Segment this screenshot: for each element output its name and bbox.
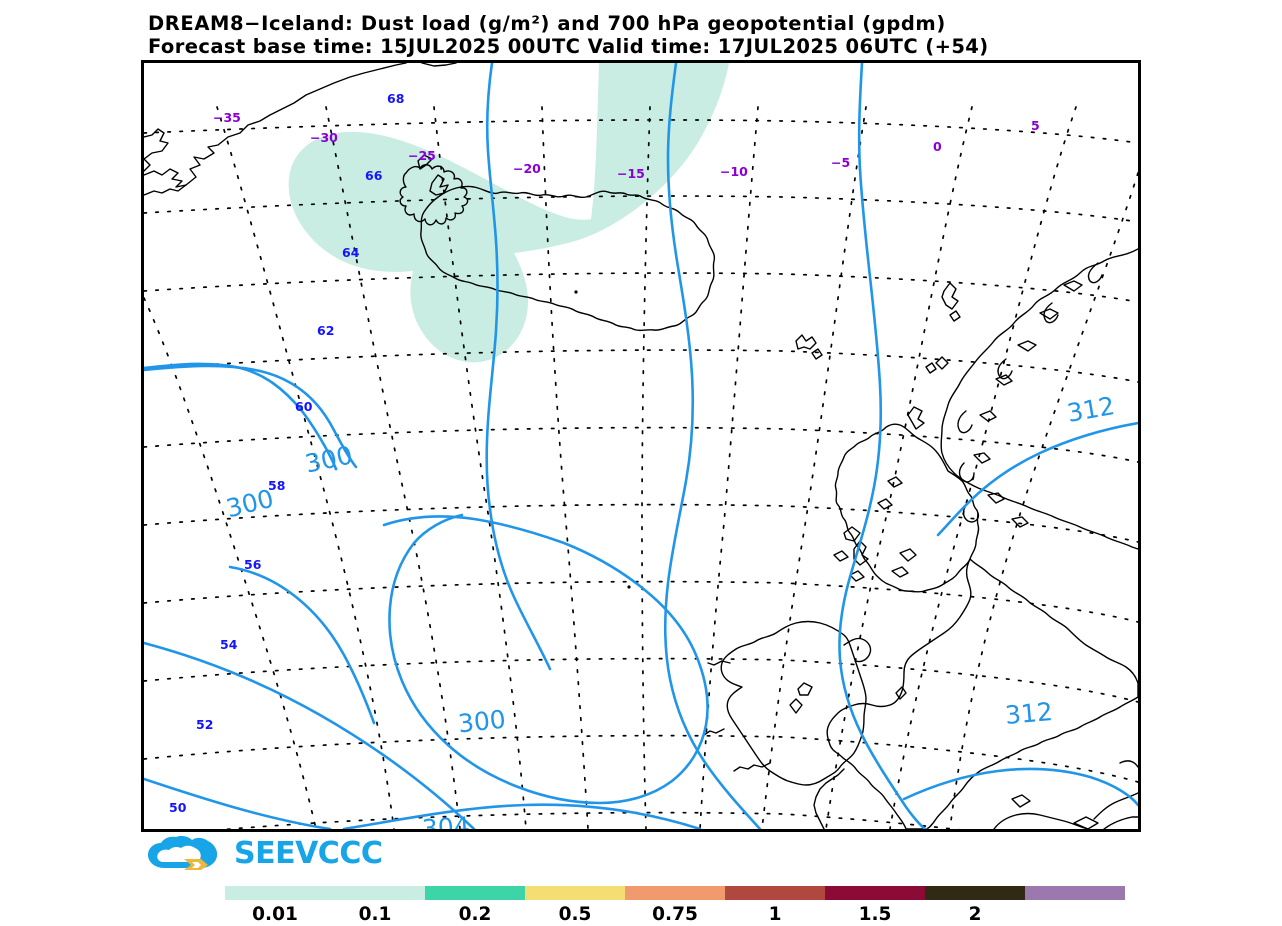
colorbar: 0.01 0.1 0.2 0.5 0.75 1 1.5 2 [225,886,1125,926]
lat-label: 56 [244,557,262,572]
colorbar-swatch-8 [1025,886,1125,900]
colorbar-swatch-5 [725,886,825,900]
colorbar-tick: 1 [768,904,782,925]
map-panel: 68 66 64 62 60 58 56 54 52 50 −35 −30 −2… [141,60,1141,832]
cloud-icon [148,836,226,870]
colorbar-tick-labels: 0.01 0.1 0.2 0.5 0.75 1 1.5 2 [225,900,1125,926]
colorbar-swatches [225,886,1125,900]
colorbar-swatch-4 [625,886,725,900]
colorbar-swatch-0 [225,886,325,900]
lon-label: −30 [310,130,338,145]
graticule-grid [144,106,1138,829]
colorbar-tick: 0.5 [558,904,592,925]
lat-label: 66 [365,168,383,183]
lon-label: −15 [617,166,645,181]
lat-label: 58 [268,478,286,493]
colorbar-tick: 0.75 [652,904,698,925]
lon-label: −25 [408,148,436,163]
contour-label: 300 [456,704,508,739]
lat-label: 62 [317,323,335,338]
lat-label: 54 [220,637,238,652]
colorbar-tick: 0.01 [252,904,298,925]
colorbar-tick: 0.2 [458,904,492,925]
lat-label: 52 [196,717,214,732]
colorbar-swatch-3 [525,886,625,900]
lat-label: 50 [169,800,187,815]
lat-label: 64 [342,245,360,260]
colorbar-swatch-1 [325,886,425,900]
geopotential-contours [144,63,1138,829]
lon-label: 5 [1031,118,1040,133]
chart-title: DREAM8−Iceland: Dust load (g/m²) and 700… [148,12,1273,58]
coastlines [144,63,1138,829]
contour-label: 312 [1003,696,1054,731]
colorbar-swatch-6 [825,886,925,900]
title-line-2: Forecast base time: 15JUL2025 00UTC Vali… [148,35,989,58]
lon-label: −35 [213,110,241,125]
seevccc-logo[interactable]: SEEVCCC [148,833,383,873]
lon-label: 0 [933,139,942,154]
logo-text: SEEVCCC [234,835,383,871]
dust-load-shading [288,63,729,363]
map-marker-dots [574,290,631,589]
lat-label: 60 [295,399,313,414]
colorbar-swatch-7 [925,886,1025,900]
lon-label: −20 [513,161,541,176]
colorbar-tick: 2 [968,904,982,925]
colorbar-tick: 0.1 [358,904,392,925]
title-line-1: DREAM8−Iceland: Dust load (g/m²) and 700… [148,12,946,35]
lon-label: −10 [720,164,748,179]
colorbar-swatch-2 [425,886,525,900]
contour-label: 304 [421,811,471,832]
colorbar-tick: 1.5 [858,904,892,925]
lon-label: −5 [831,155,851,170]
lat-label: 68 [387,91,405,106]
map-graphics [144,63,1138,829]
